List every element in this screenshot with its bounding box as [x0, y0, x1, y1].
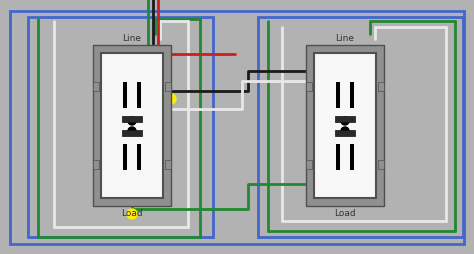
Bar — [137, 83, 141, 108]
Circle shape — [128, 118, 136, 125]
Circle shape — [128, 128, 136, 135]
Bar — [122, 131, 142, 136]
Bar — [336, 145, 340, 170]
Circle shape — [341, 128, 349, 135]
Bar — [350, 83, 354, 108]
Bar — [123, 145, 127, 170]
Bar — [165, 83, 171, 92]
Bar — [350, 145, 354, 170]
Bar — [28, 18, 213, 237]
Bar — [93, 83, 99, 92]
Bar — [165, 160, 171, 169]
Bar — [314, 54, 376, 198]
Bar — [306, 83, 312, 92]
Bar — [123, 83, 127, 108]
Bar — [335, 117, 355, 122]
Bar — [93, 160, 99, 169]
Bar — [378, 83, 384, 92]
Circle shape — [143, 47, 153, 57]
Bar — [258, 18, 463, 237]
Circle shape — [341, 118, 349, 125]
Bar — [335, 131, 355, 136]
Bar — [306, 46, 384, 206]
Text: Load: Load — [121, 208, 143, 217]
Bar — [122, 117, 142, 122]
Bar — [306, 160, 312, 169]
Circle shape — [166, 95, 176, 105]
Text: Line: Line — [336, 34, 355, 43]
Bar — [101, 54, 163, 198]
Bar — [93, 46, 171, 206]
Bar — [378, 160, 384, 169]
Circle shape — [127, 209, 137, 219]
Text: Line: Line — [122, 34, 142, 43]
Bar — [137, 145, 141, 170]
Bar — [336, 83, 340, 108]
Text: Load: Load — [334, 208, 356, 217]
